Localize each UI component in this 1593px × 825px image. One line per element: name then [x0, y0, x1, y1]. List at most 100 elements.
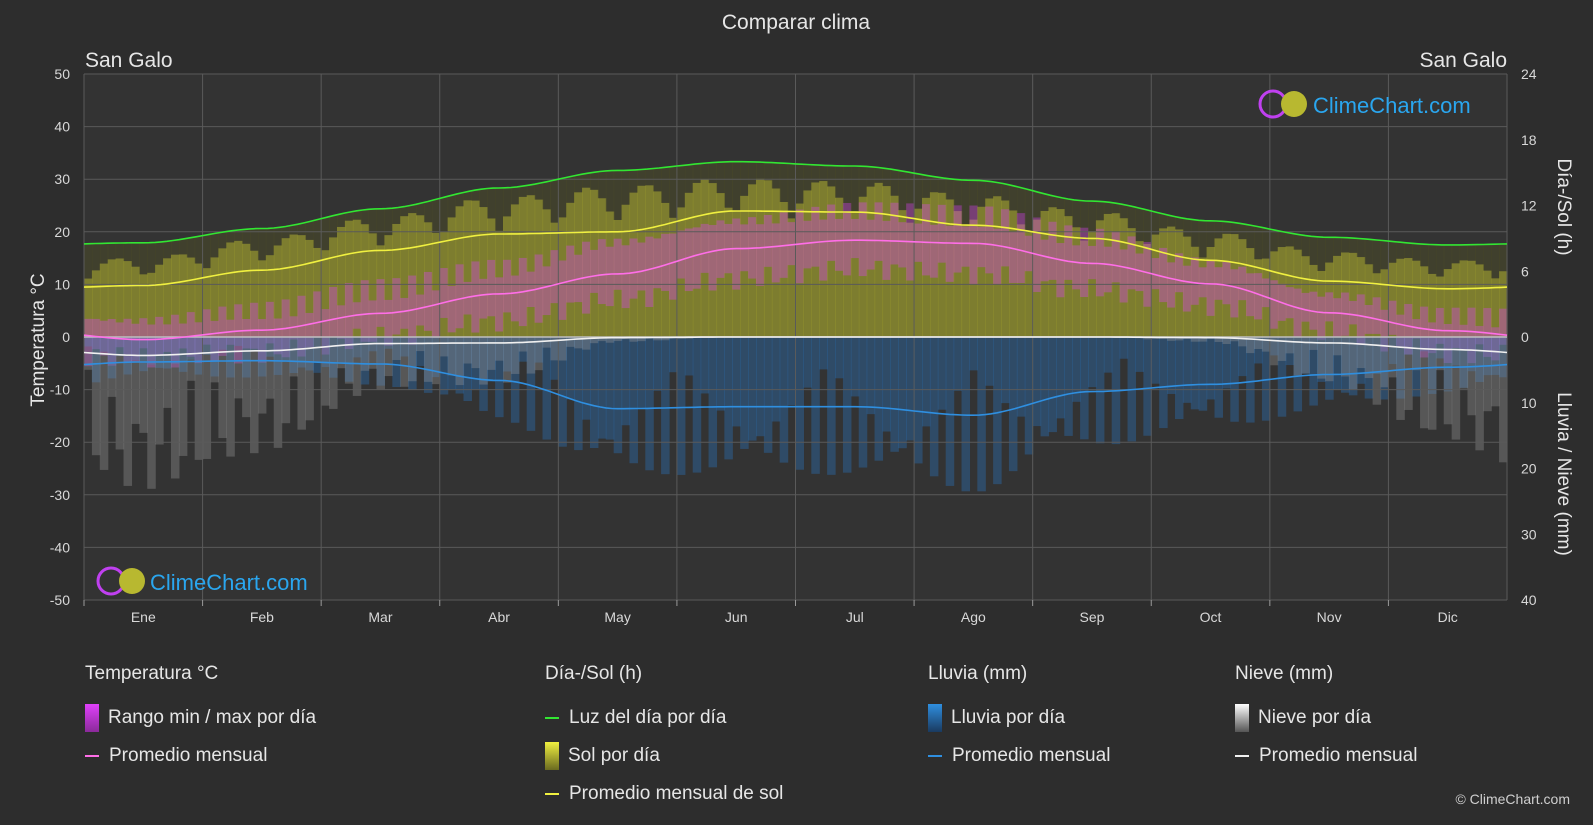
daylight-bar: [1356, 238, 1366, 337]
rain-bar: [202, 337, 212, 355]
daylight-bar: [669, 166, 678, 337]
y-right-mm-tick-label: 10: [1521, 395, 1537, 411]
sun-bar: [431, 232, 441, 337]
rain-bar: [763, 337, 773, 453]
sun-bar: [336, 226, 346, 337]
sun-bar: [447, 217, 457, 337]
rain-bar: [589, 337, 599, 449]
snow-bar: [1174, 337, 1184, 341]
snow-bar: [123, 337, 133, 486]
rain-bar: [1103, 337, 1113, 373]
rain-bar: [985, 337, 994, 386]
sun-bar: [1111, 213, 1121, 337]
temp-range-bar: [1396, 314, 1405, 347]
legend-item: Promedio mensual de sol: [545, 775, 783, 813]
rain-bar: [629, 337, 638, 464]
sun-bar: [613, 219, 623, 337]
temp-range-bar: [993, 228, 1002, 285]
temp-range-bar: [170, 314, 180, 368]
temp-range-bar: [1317, 296, 1326, 340]
temp-range-bar: [850, 218, 860, 259]
sun-bar: [1127, 228, 1137, 337]
sun-bar: [1301, 256, 1310, 337]
temp-range-bar: [700, 223, 710, 273]
rain-bar: [1412, 337, 1421, 397]
snow-bar: [107, 337, 117, 397]
daylight-bar: [1190, 219, 1200, 337]
daylight-bar: [1230, 222, 1239, 337]
sun-bar: [297, 235, 306, 337]
daylight-bar: [1301, 235, 1310, 337]
daylight-bar: [755, 162, 765, 337]
y-right-mm-tick-label: 20: [1521, 461, 1537, 477]
x-tick-label: Ago: [961, 609, 986, 625]
snow-bar: [329, 337, 338, 409]
rain-bar: [929, 337, 939, 477]
daylight-bar: [1080, 200, 1089, 337]
temp-range-bar: [1380, 309, 1390, 352]
daylight-bar: [1451, 244, 1461, 337]
rain-bar: [819, 337, 828, 370]
sun-avg-line: [83, 210, 1508, 290]
sun-bar: [1269, 251, 1279, 337]
sun-bar: [1435, 276, 1445, 337]
x-tick-label: Jul: [846, 609, 864, 625]
logo-sun-icon: [1281, 91, 1307, 117]
temp-range-bar: [945, 225, 955, 282]
rain-bar: [1095, 337, 1105, 444]
legend-item: Lluvia por día: [928, 699, 1110, 737]
sun-bar: [629, 192, 638, 337]
snow-bar: [131, 337, 140, 424]
sun-bar: [1206, 246, 1216, 337]
daylight-bar: [740, 161, 749, 337]
temp-range-bar: [1443, 324, 1453, 363]
legend-item: Nieve por día: [1235, 699, 1417, 737]
daylight-bar: [937, 177, 947, 337]
rain-bar: [669, 337, 678, 373]
rain-bar: [1190, 337, 1200, 410]
sun-bar: [139, 274, 148, 337]
daylight-bar: [1372, 239, 1382, 337]
snow-bar: [99, 337, 109, 470]
temp-range-bar: [669, 233, 678, 300]
sun-bar: [360, 224, 370, 337]
snow-bar: [392, 337, 401, 360]
rain-bar: [921, 337, 931, 427]
rain-bar: [1214, 337, 1223, 418]
sun-bar: [1119, 218, 1129, 337]
daylight-bar: [1167, 215, 1176, 337]
temp-range-bar: [194, 322, 204, 364]
rain-bar: [1356, 337, 1366, 384]
temp-range-bar: [1333, 298, 1342, 338]
daylight-bar: [961, 180, 971, 337]
legend-title: Nieve (mm): [1235, 663, 1334, 684]
sun-bar: [708, 183, 718, 337]
sun-bar: [202, 268, 212, 337]
sun-bar: [676, 207, 686, 337]
snow-bar: [186, 337, 196, 381]
rain-bar: [1222, 337, 1231, 389]
daylight-bar: [914, 173, 923, 337]
daylight-bar: [1420, 244, 1429, 337]
temp-range-bar: [495, 277, 504, 332]
temp-range-bar: [1001, 209, 1010, 267]
sun-bar: [1080, 240, 1089, 337]
rain-bar: [653, 337, 662, 391]
rain-bar: [700, 337, 710, 394]
sun-bar: [344, 220, 354, 337]
y-left-tick-label: -40: [50, 539, 70, 555]
rain-bar: [1016, 337, 1026, 417]
rain-bar: [890, 337, 899, 452]
daylight-bar: [1222, 221, 1231, 337]
sun-bar: [1001, 200, 1010, 337]
swatch-temp-range: [85, 704, 99, 732]
daylight-bar: [1293, 234, 1303, 337]
snow-bar: [321, 337, 330, 406]
rain-bar: [621, 337, 631, 426]
daylight-bar: [1135, 208, 1144, 337]
sun-bar: [914, 208, 923, 337]
snow-bar: [637, 337, 646, 342]
temp-range-bar: [1420, 306, 1429, 358]
rain-bar: [408, 337, 417, 390]
sun-bar: [961, 225, 971, 337]
